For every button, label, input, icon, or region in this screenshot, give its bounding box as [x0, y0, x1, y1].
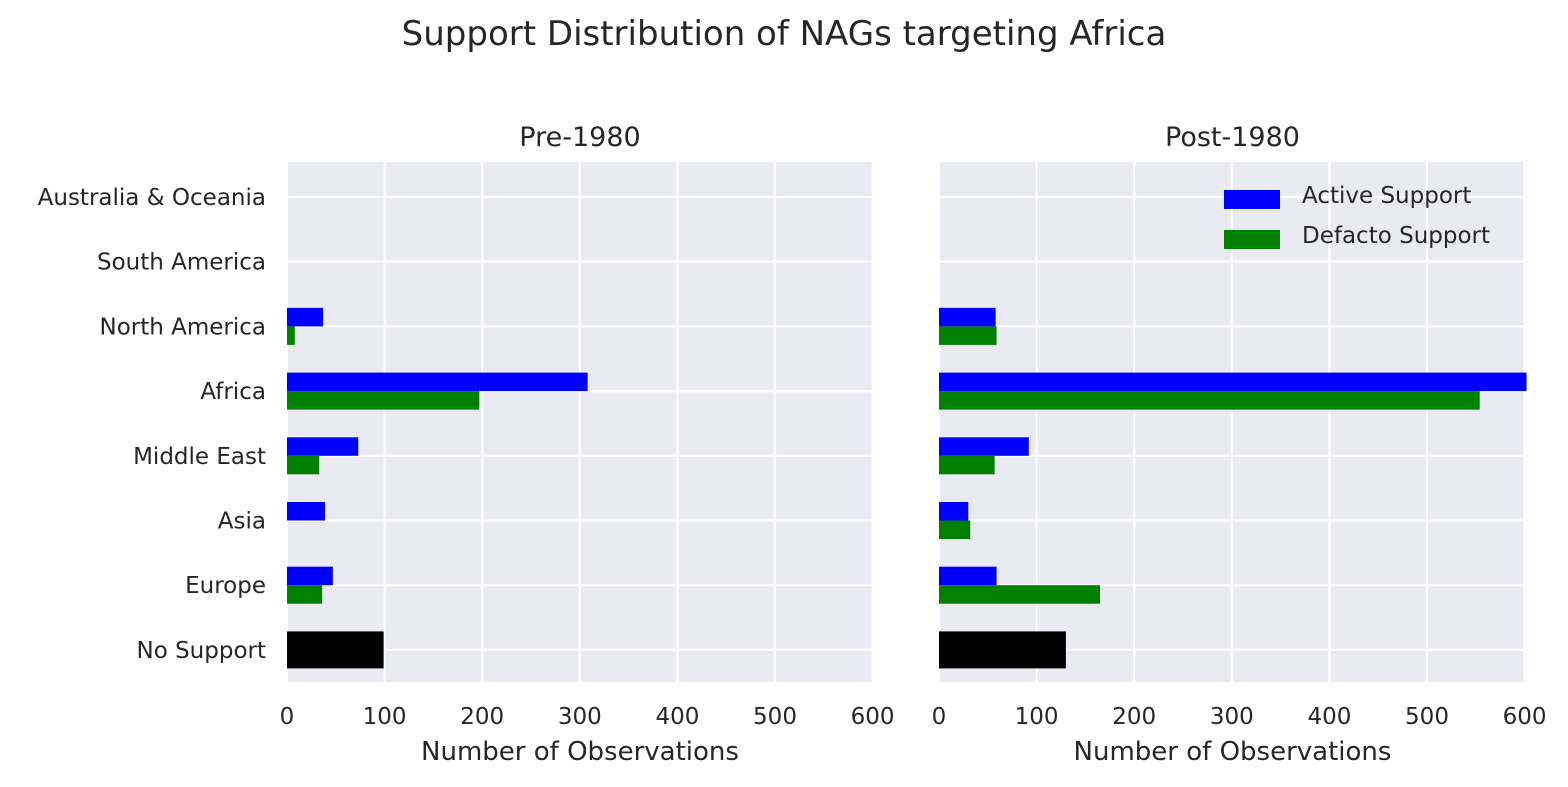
bar-defacto: [939, 585, 1101, 604]
y-tick-label: Australia & Oceania: [38, 185, 266, 211]
x-tick-label: 100: [1015, 704, 1059, 730]
y-tick-label: Asia: [218, 509, 266, 535]
y-tick-label: Africa: [200, 379, 266, 405]
bar-defacto: [287, 455, 320, 475]
x-tick-label: 400: [655, 704, 699, 730]
y-tick-label: No Support: [136, 638, 266, 664]
legend-swatch-defacto: [1224, 230, 1280, 249]
x-tick-label: 0: [280, 704, 295, 730]
bar-active: [287, 307, 324, 327]
y-tick-label: South America: [97, 250, 266, 276]
legend-label-active: Active Support: [1302, 183, 1472, 209]
bar-active: [939, 307, 996, 327]
x-tick-label: 400: [1307, 704, 1351, 730]
bar-defacto: [939, 520, 971, 539]
x-tick-label: 300: [1210, 704, 1254, 730]
x-tick-label: 0: [932, 704, 947, 730]
bar-defacto: [939, 455, 995, 475]
bar-defacto: [287, 585, 323, 604]
bar-active: [939, 502, 969, 521]
bar-defacto: [939, 326, 997, 345]
x-tick-label: 600: [1503, 704, 1547, 730]
bar-defacto: [939, 391, 1480, 410]
panel-title-post: Post-1980: [1165, 122, 1300, 153]
y-tick-label: Middle East: [133, 444, 266, 470]
bar-active: [287, 372, 588, 392]
x-tick-label: 200: [1112, 704, 1156, 730]
x-tick-label: 100: [363, 704, 407, 730]
legend-label-defacto: Defacto Support: [1302, 223, 1491, 249]
x-tick-label: 500: [753, 704, 797, 730]
chart-title: Support Distribution of NAGs targeting A…: [401, 14, 1167, 54]
bar-no-support: [287, 631, 384, 669]
x-tick-label: 500: [1405, 704, 1449, 730]
bar-active: [939, 372, 1527, 392]
x-tick-label: 200: [460, 704, 504, 730]
y-tick-label: North America: [99, 314, 266, 340]
bar-active: [287, 566, 333, 586]
bar-defacto: [287, 326, 295, 345]
bar-no-support: [939, 631, 1066, 669]
bar-active: [287, 437, 359, 456]
y-tick-label: Europe: [185, 573, 266, 599]
x-axis-label-pre: Number of Observations: [421, 737, 739, 767]
x-tick-label: 300: [558, 704, 602, 730]
x-tick-label: 600: [851, 704, 895, 730]
bar-defacto: [287, 391, 480, 410]
panel-title-pre: Pre-1980: [519, 122, 640, 153]
x-axis-label-post: Number of Observations: [1074, 737, 1392, 767]
legend-swatch-active: [1224, 190, 1280, 209]
bar-active: [939, 566, 997, 586]
bar-active: [287, 502, 326, 521]
bar-active: [939, 437, 1029, 456]
